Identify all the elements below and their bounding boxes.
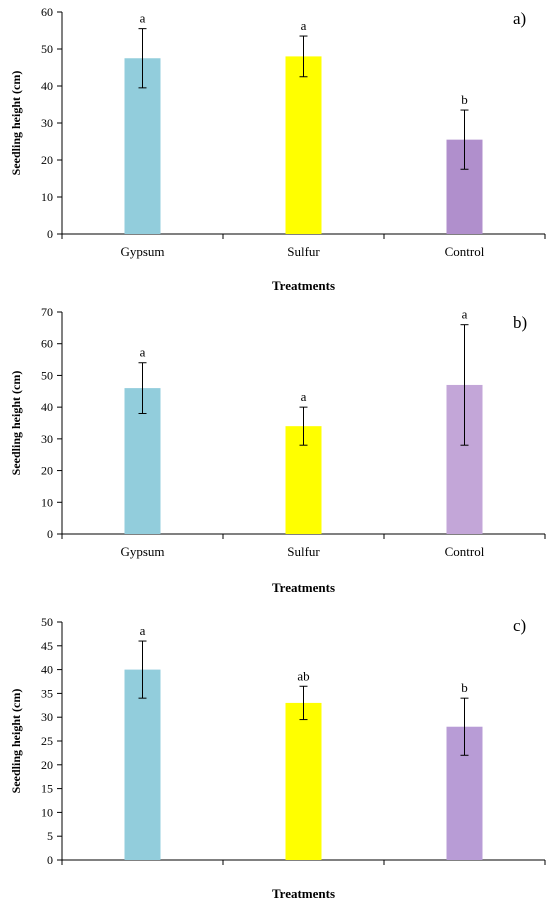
significance-letter: b [461, 92, 468, 107]
error-bar [138, 640, 147, 699]
significance-letter: a [462, 307, 468, 322]
y-tick-label: 10 [41, 805, 53, 819]
category-label: Control [445, 544, 485, 559]
y-tick-label: 45 [41, 639, 53, 653]
x-axis-title: Treatments [272, 580, 335, 595]
error-bar [460, 697, 469, 756]
y-tick-label: 35 [41, 686, 53, 700]
y-tick-label: 30 [41, 116, 53, 130]
chart-panel-1: 0 10 20 30 40 50 60 a Gypsum a Sulfur b Control Seedl… [9, 5, 546, 293]
y-tick-label: 10 [41, 190, 53, 204]
error-bar [138, 362, 147, 414]
y-tick-label: 40 [41, 400, 53, 414]
y-axis-title: Seedling height (cm) [9, 371, 23, 476]
panel-label: a) [513, 9, 526, 28]
y-tick-label: 5 [47, 829, 53, 843]
error-bar [138, 28, 147, 89]
y-tick-label: 20 [41, 758, 53, 772]
y-axis-title: Seedling height (cm) [9, 689, 23, 794]
y-tick-label: 10 [41, 495, 53, 509]
error-bar [299, 35, 308, 78]
significance-letter: a [140, 623, 146, 638]
x-axis-title: Treatments [272, 278, 335, 293]
significance-letter: a [301, 389, 307, 404]
y-tick-label: 40 [41, 79, 53, 93]
significance-letter: a [301, 18, 307, 33]
y-tick-label: 20 [41, 153, 53, 167]
category-label: Sulfur [287, 244, 320, 259]
chart-panel-2: 0 10 20 30 40 50 60 70 a Gypsum a Sulfur a Control See… [9, 305, 546, 595]
y-tick-label: 0 [47, 227, 53, 241]
y-tick-label: 50 [41, 42, 53, 56]
error-bar [299, 406, 308, 446]
error-bar [460, 109, 469, 170]
panel-label: b) [513, 313, 527, 332]
error-bar [460, 324, 469, 446]
y-tick-label: 0 [47, 527, 53, 541]
significance-letter: a [140, 345, 146, 360]
bar-treatment-2 [285, 702, 322, 860]
panel-label: c) [513, 616, 526, 635]
error-bar [299, 685, 308, 721]
y-tick-label: 25 [41, 734, 53, 748]
significance-letter: a [140, 11, 146, 26]
significance-letter: b [461, 680, 468, 695]
y-tick-label: 50 [41, 368, 53, 382]
y-tick-label: 40 [41, 663, 53, 677]
category-label: Control [445, 244, 485, 259]
y-tick-label: 20 [41, 464, 53, 478]
y-tick-label: 70 [41, 305, 53, 319]
y-axis-title: Seedling height (cm) [9, 71, 23, 176]
category-label: Gypsum [120, 244, 164, 259]
y-tick-label: 50 [41, 615, 53, 629]
category-label: Gypsum [120, 544, 164, 559]
y-tick-label: 30 [41, 432, 53, 446]
y-tick-label: 60 [41, 5, 53, 19]
significance-letter: ab [297, 668, 309, 683]
y-tick-label: 15 [41, 782, 53, 796]
y-tick-label: 30 [41, 710, 53, 724]
bar-treatment-1 [124, 669, 161, 860]
bar-sulfur [285, 56, 322, 235]
category-label: Sulfur [287, 544, 320, 559]
y-tick-label: 0 [47, 853, 53, 867]
chart-panel-3: 0 5 10 15 20 25 30 35 40 45 50 a ab b Seedling height … [9, 615, 546, 901]
y-tick-label: 60 [41, 337, 53, 351]
x-axis-title: Treatments [272, 886, 335, 901]
